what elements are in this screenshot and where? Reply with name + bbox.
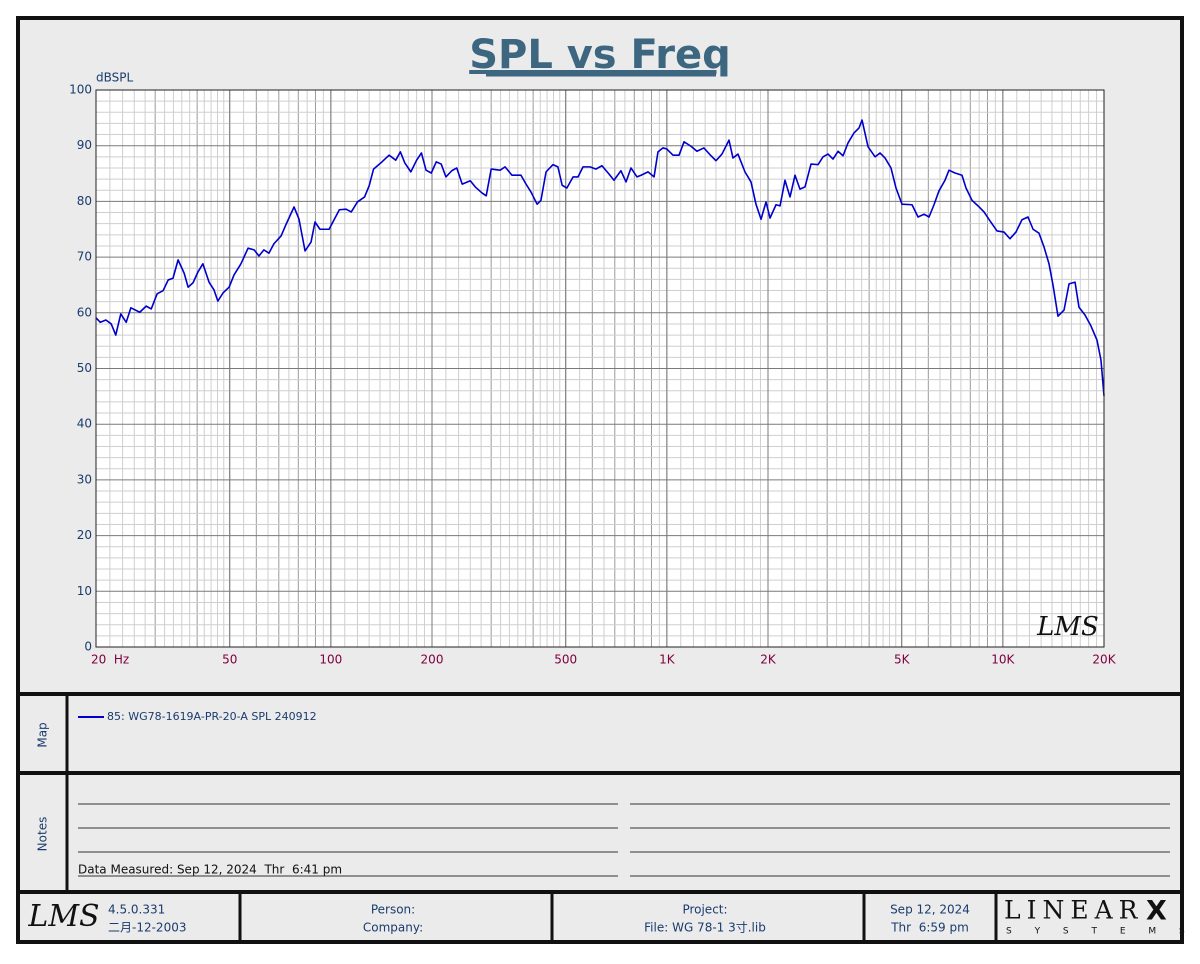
map-label: Map (36, 722, 50, 747)
watermark: LMS (1036, 612, 1099, 642)
notes-label: Notes (36, 817, 50, 852)
chart-title: SPL vs Freq (469, 32, 731, 78)
y-tick-label: 90 (77, 138, 92, 152)
footer-dividers (238, 894, 998, 942)
y-tick-label: 30 (77, 472, 92, 486)
time: Thr 6:59 pm (890, 921, 969, 935)
person: Person: (371, 903, 415, 917)
x-tick-label: 100 (319, 653, 342, 667)
y-tick-label: 70 (77, 250, 92, 264)
y-tick-label: 20 (77, 528, 92, 542)
grid (95, 89, 1105, 648)
note-lines (78, 803, 1170, 877)
x-tick-label: 10K (991, 653, 1015, 667)
file: File: WG 78-1 3寸.lib (644, 921, 766, 935)
y-tick-label: 100 (69, 83, 92, 97)
date: Sep 12, 2024 (890, 903, 970, 917)
y-tick-label: 0 (84, 640, 92, 654)
x-tick-label: 50 (222, 653, 237, 667)
company: Company: (363, 921, 423, 935)
footer-logo: LMS (27, 899, 99, 934)
brand-sub: S Y S T E M S (1006, 927, 1195, 937)
y-tick-label: 60 (77, 305, 92, 319)
brand-x: X (1146, 896, 1167, 927)
x-tick-label: 500 (554, 653, 577, 667)
version: 4.5.0.331 (108, 903, 165, 917)
y-tick-label: 40 (77, 417, 92, 431)
series-line (95, 119, 1105, 396)
y-tick-label: 80 (77, 194, 92, 208)
y-tick-label: 10 (77, 584, 92, 598)
y-axis-label: dBSPL (96, 71, 133, 85)
brand: LINEAR (1004, 896, 1143, 925)
map-panel (69, 697, 1180, 771)
data-measured: Data Measured: Sep 12, 2024 Thr 6:41 pm (78, 863, 342, 877)
y-tick-label: 50 (77, 361, 92, 375)
x-tick-label: 5K (894, 653, 911, 667)
ticks: 0 10 20 30 40 50 60 70 80 90 100 20 Hz 50 100 200 500 1K… (69, 83, 1117, 667)
x-tick-label: 200 (421, 653, 444, 667)
version-date: 二月-12-2003 (108, 921, 186, 935)
x-tick-label: 1K (659, 653, 676, 667)
project: Project: (682, 903, 727, 917)
plot-border (95, 89, 1105, 648)
x-tick-label: 2K (760, 653, 777, 667)
marks (95, 119, 1105, 396)
x-tick-label: 20 Hz (91, 653, 129, 667)
x-tick-label: 20K (1092, 653, 1116, 667)
legend-label: 85: WG78-1619A-PR-20-A SPL 240912 (107, 710, 317, 723)
